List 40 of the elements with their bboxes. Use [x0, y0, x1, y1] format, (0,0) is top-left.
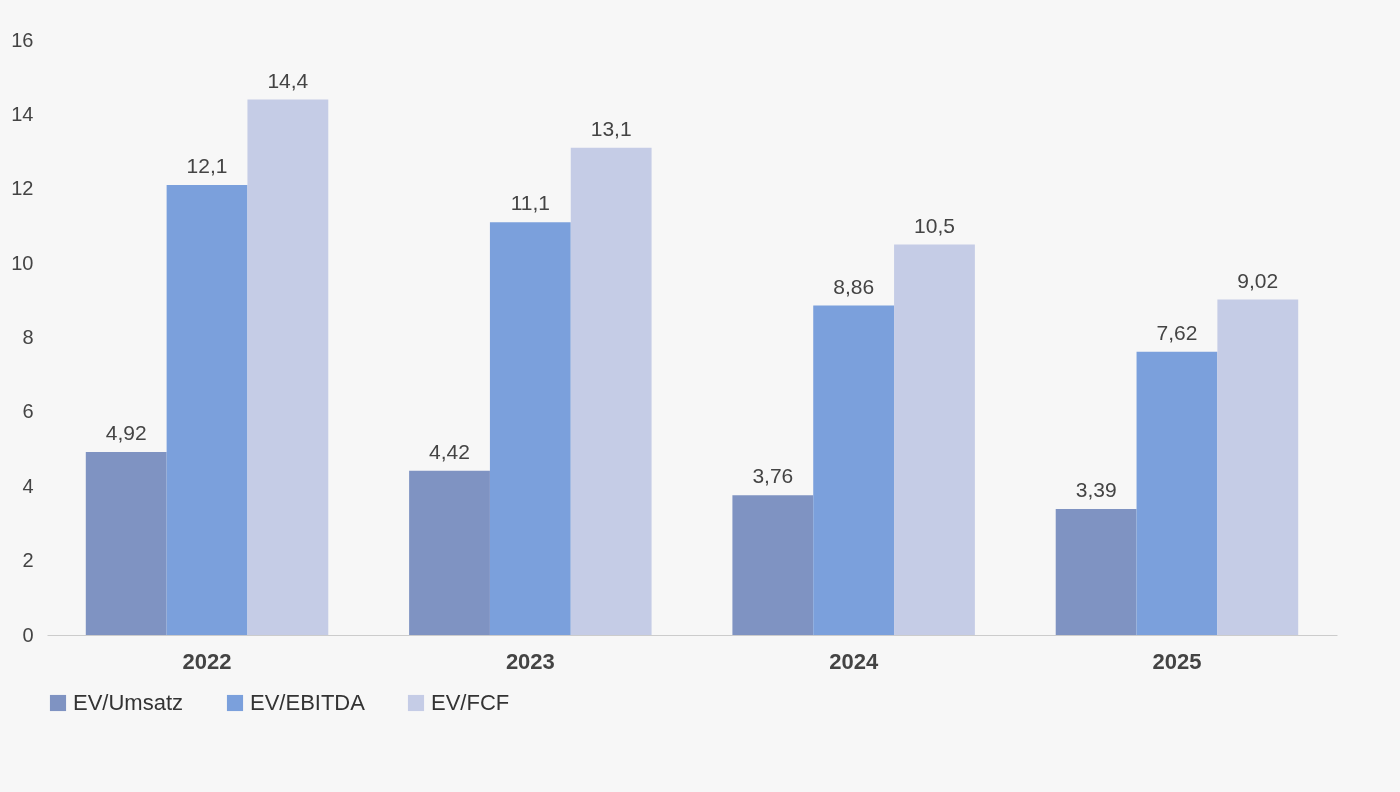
- data-label: 3,76: [752, 464, 794, 488]
- bar: [1217, 299, 1299, 635]
- y-tick-label: 12: [11, 177, 34, 200]
- data-label: 8,86: [833, 274, 875, 298]
- bar: [1136, 351, 1218, 635]
- data-label: 4,92: [105, 421, 147, 445]
- y-tick-label: 2: [22, 549, 34, 572]
- x-tick-label: 2022: [182, 648, 232, 674]
- data-label: 14,4: [267, 68, 309, 92]
- bar: [894, 244, 975, 635]
- bar: [570, 147, 652, 635]
- data-label: 11,1: [510, 191, 551, 215]
- bar: [85, 452, 167, 635]
- x-tick-label: 2023: [505, 648, 555, 674]
- bar: [732, 495, 814, 635]
- legend-label: EV/FCF: [431, 690, 510, 715]
- y-tick-label: 4: [22, 474, 34, 497]
- bar: [409, 470, 490, 635]
- bar: [1055, 508, 1137, 635]
- y-tick-label: 16: [11, 28, 34, 51]
- bar: [247, 99, 329, 635]
- legend-label: EV/EBITDA: [250, 690, 366, 715]
- data-label: 3,39: [1075, 477, 1117, 501]
- data-label: 12,1: [186, 154, 228, 178]
- bar: [489, 222, 571, 635]
- data-label: 10,5: [914, 213, 955, 237]
- y-tick-label: 6: [22, 400, 34, 423]
- data-label: 7,62: [1156, 320, 1198, 344]
- data-label: 13,1: [590, 116, 632, 140]
- data-label: 9,02: [1237, 268, 1279, 292]
- y-tick-label: 14: [11, 102, 34, 125]
- bar: [166, 185, 248, 635]
- y-tick-label: 10: [11, 251, 34, 274]
- bar: [813, 305, 895, 635]
- x-tick-label: 2024: [829, 648, 879, 674]
- data-label: 4,42: [429, 439, 470, 463]
- x-tick-label: 2025: [1152, 648, 1202, 674]
- legend-label: EV/Umsatz: [73, 690, 184, 715]
- y-tick-label: 0: [22, 623, 34, 646]
- y-tick-label: 8: [22, 326, 34, 348]
